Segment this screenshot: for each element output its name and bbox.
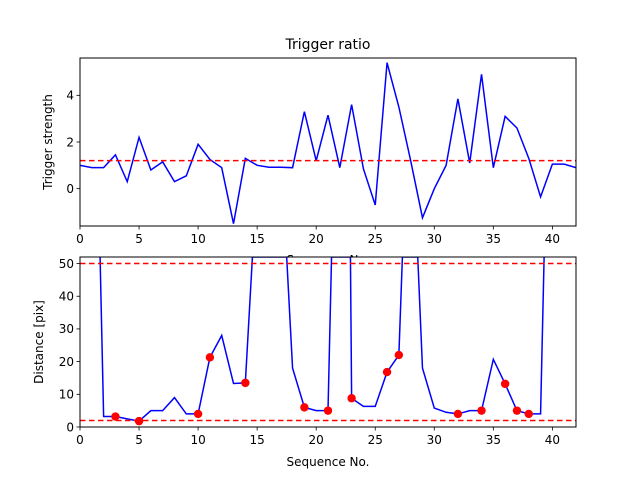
marker-point <box>300 403 309 412</box>
marker-point <box>347 394 356 403</box>
x-tick-label: 30 <box>427 433 442 447</box>
marker-point <box>193 409 203 419</box>
top-axis-ticks: 0 5 10 15 20 25 30 35 40 0 2 4 <box>66 89 560 246</box>
bottom-y-axis-label: Distance [pix] <box>32 300 46 384</box>
x-tick-label: 25 <box>368 433 383 447</box>
x-tick-label: 40 <box>545 433 560 447</box>
marker-point <box>323 406 333 415</box>
bottom-x-axis-label: Sequence No. <box>287 455 370 469</box>
bottom-axis-ticks: 0 5 10 15 20 25 30 35 40 0 10 20 30 40 50 <box>59 257 560 447</box>
x-tick-label: 10 <box>190 433 205 447</box>
marker-point <box>500 379 510 389</box>
plot-clip-group <box>80 62 576 224</box>
top-axes-frame <box>79 57 577 227</box>
series-line-0 <box>99 257 545 422</box>
top-plot-area <box>80 62 576 224</box>
marker-point <box>382 367 392 377</box>
x-tick-label: 5 <box>135 232 143 246</box>
marker-point <box>394 350 404 360</box>
x-tick-label: 10 <box>190 232 205 246</box>
y-tick-label: 50 <box>59 257 74 271</box>
x-tick-label: 5 <box>135 433 143 447</box>
x-tick-label: 35 <box>486 232 501 246</box>
x-tick-label: 20 <box>309 433 324 447</box>
bottom-plot-area <box>80 257 576 426</box>
top-chart-title: Trigger ratio <box>284 37 370 53</box>
plot-clip-group <box>80 257 576 426</box>
y-tick-label: 10 <box>59 388 74 402</box>
marker-point <box>111 412 120 421</box>
y-tick-label: 20 <box>59 355 74 369</box>
y-tick-label: 0 <box>66 182 74 196</box>
y-tick-label: 0 <box>66 420 74 434</box>
bottom-axes-frame <box>79 256 577 428</box>
y-tick-label: 40 <box>59 290 74 304</box>
marker-point <box>512 406 522 415</box>
marker-point <box>134 416 144 426</box>
x-tick-label: 35 <box>486 433 501 447</box>
x-tick-label: 40 <box>545 232 560 246</box>
series-line-0 <box>80 62 576 224</box>
y-tick-label: 30 <box>59 322 74 336</box>
marker-point <box>453 409 463 419</box>
x-tick-label: 30 <box>427 232 442 246</box>
x-tick-label: 20 <box>309 232 324 246</box>
distance-panel: 0 5 10 15 20 25 30 35 40 0 10 20 30 40 50 Sequence No.… <box>32 256 577 469</box>
top-y-axis-label: Trigger strength <box>41 94 55 191</box>
marker-point <box>524 409 533 419</box>
y-tick-label: 4 <box>66 89 74 103</box>
x-tick-label: 0 <box>76 232 84 246</box>
x-tick-label: 15 <box>250 433 265 447</box>
marker-point <box>205 353 215 362</box>
y-tick-label: 2 <box>66 135 74 149</box>
marker-point <box>241 378 250 388</box>
marker-point <box>477 406 486 415</box>
x-tick-label: 15 <box>250 232 265 246</box>
x-tick-label: 25 <box>368 232 383 246</box>
x-tick-label: 0 <box>76 433 84 447</box>
